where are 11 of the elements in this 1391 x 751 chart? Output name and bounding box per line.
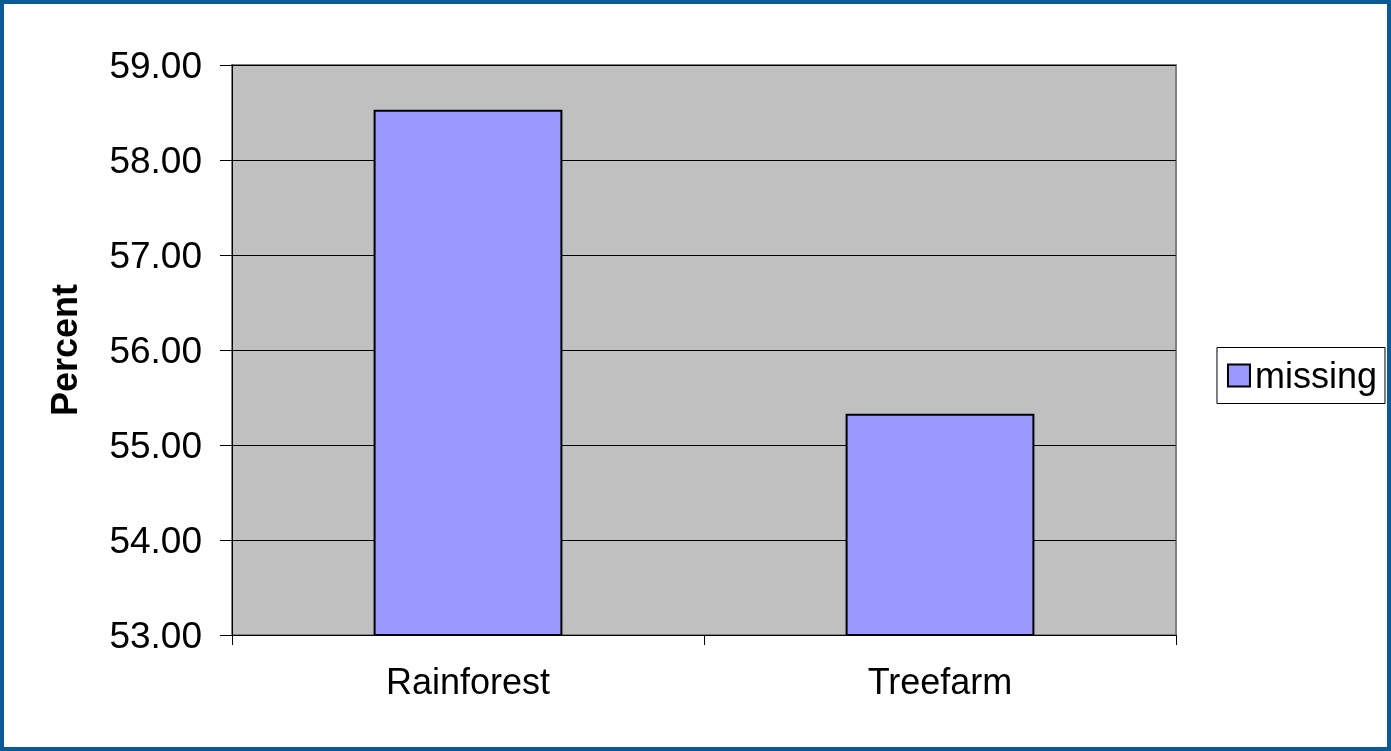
y-axis-title: Percent (43, 283, 85, 417)
y-tick-label: 58.00 (109, 139, 202, 181)
x-tick-label: Treefarm (867, 660, 1013, 702)
y-tick-label: 55.00 (109, 424, 202, 466)
y-tick-label: 59.00 (109, 44, 202, 86)
y-tick-label: 53.00 (109, 614, 202, 656)
y-tick-label: 57.00 (109, 234, 202, 276)
x-tick-label: Rainforest (385, 660, 551, 702)
y-tick-label: 56.00 (109, 329, 202, 371)
legend-label: missing (1254, 355, 1377, 396)
y-tick-label: 54.00 (109, 519, 202, 561)
